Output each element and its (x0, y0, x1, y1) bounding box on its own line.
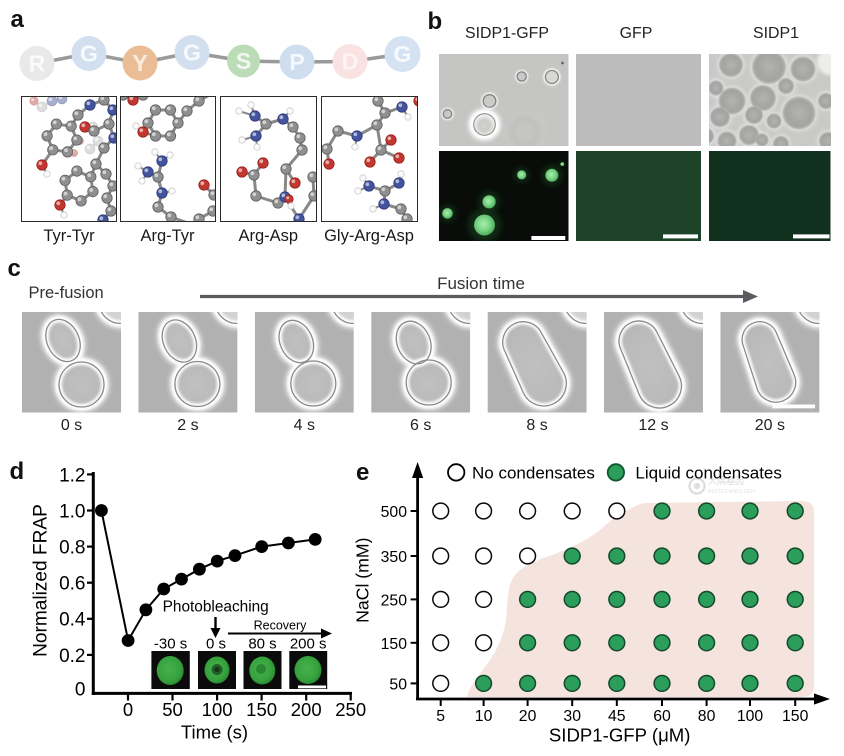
svg-text:0.8: 0.8 (59, 538, 85, 559)
svg-text:200 s: 200 s (290, 636, 327, 653)
svg-text:100: 100 (737, 708, 764, 725)
svg-text:G: G (80, 41, 98, 67)
svg-text:0.6: 0.6 (59, 574, 85, 595)
svg-text:SIDP1-GFP (μM): SIDP1-GFP (μM) (549, 724, 691, 745)
svg-text:G: G (183, 40, 201, 66)
svg-text:150: 150 (782, 708, 809, 725)
svg-text:P: P (289, 49, 304, 75)
svg-text:80: 80 (698, 708, 716, 725)
svg-text:G: G (394, 41, 412, 67)
svg-text:-30 s: -30 s (154, 636, 187, 653)
svg-text:50: 50 (162, 699, 183, 720)
svg-text:BIOTECHNOLOGY: BIOTECHNOLOGY (708, 489, 756, 495)
svg-text:200: 200 (291, 699, 322, 720)
svg-text:1.2: 1.2 (59, 465, 85, 486)
svg-text:30: 30 (563, 708, 581, 725)
svg-text:350: 350 (381, 549, 408, 566)
svg-text:No condensates: No condensates (472, 464, 595, 483)
svg-text:Liquid condensates: Liquid condensates (635, 464, 782, 483)
svg-text:0.2: 0.2 (59, 646, 85, 667)
svg-text:Time (s): Time (s) (181, 722, 248, 743)
svg-text:Normalized FRAP: Normalized FRAP (31, 504, 52, 657)
svg-text:10: 10 (475, 708, 493, 725)
svg-text:60: 60 (653, 708, 671, 725)
svg-text:0 s: 0 s (206, 636, 226, 653)
svg-text:80 s: 80 s (248, 636, 276, 653)
svg-text:150: 150 (381, 636, 408, 653)
svg-text:0.4: 0.4 (59, 610, 86, 631)
svg-text:0: 0 (123, 699, 133, 720)
svg-text:Y: Y (132, 50, 147, 76)
svg-text:250: 250 (381, 592, 408, 609)
svg-text:20: 20 (519, 708, 537, 725)
svg-text:R: R (29, 51, 46, 77)
svg-text:0: 0 (75, 680, 86, 701)
svg-text:大隅基因: 大隅基因 (708, 475, 744, 486)
svg-text:250: 250 (335, 699, 366, 720)
svg-text:S: S (236, 48, 251, 74)
svg-text:45: 45 (608, 708, 626, 725)
svg-text:1.0: 1.0 (59, 501, 85, 522)
svg-text:5: 5 (436, 708, 445, 725)
svg-text:500: 500 (381, 504, 408, 521)
svg-text:Recovery: Recovery (254, 619, 308, 633)
svg-text:100: 100 (202, 699, 233, 720)
svg-text:50: 50 (389, 676, 407, 693)
svg-text:Photobleaching: Photobleaching (163, 599, 269, 616)
svg-text:NaCl (mM): NaCl (mM) (352, 537, 372, 622)
svg-text:150: 150 (246, 699, 277, 720)
svg-text:D: D (342, 49, 359, 75)
